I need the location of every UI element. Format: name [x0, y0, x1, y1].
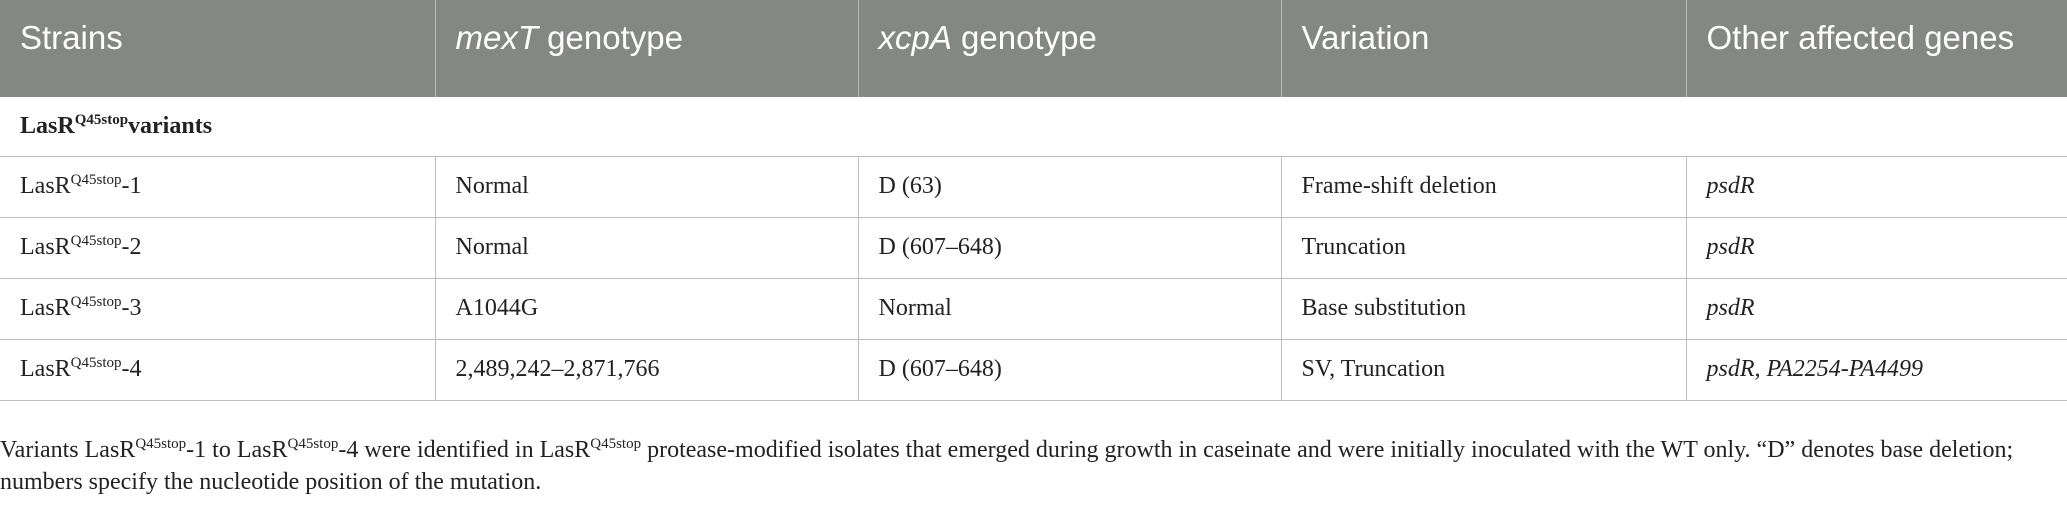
cell-strain: LasRQ45stop-1 [0, 156, 436, 218]
strain-suffix: -3 [121, 295, 142, 321]
cell-strain: LasRQ45stop-3 [0, 278, 436, 340]
table-row: LasRQ45stop-2 Normal D (607–648) Truncat… [0, 217, 2067, 279]
header-mext-gene: mexT [455, 19, 539, 56]
cell-strain: LasRQ45stop-4 [0, 339, 436, 401]
cell-strain: LasRQ45stop-2 [0, 217, 436, 279]
header-other-affected-genes: Other affected genes [1686, 0, 2067, 97]
header-strains-text: Strains [20, 19, 123, 56]
header-xcpa-gene: xcpA [878, 19, 952, 56]
footnote-text: Variants LasRQ45stop-1 to LasRQ45stop-4 … [0, 434, 2060, 498]
footnote-part: -4 were identified in LasR [338, 437, 591, 463]
table-row: LasRQ45stop-1 Normal D (63) Frame-shift … [0, 156, 2067, 218]
footnote-part: Variants LasR [0, 437, 136, 463]
cell-mext: Normal [434, 156, 859, 218]
strain-base: LasR [20, 356, 71, 382]
cell-variation: Base substitution [1280, 278, 1687, 340]
cell-xcpa: Normal [857, 278, 1282, 340]
cell-xcpa: D (63) [857, 156, 1282, 218]
header-mext-text: genotype [538, 19, 683, 56]
strain-suffix: -2 [121, 234, 142, 260]
footnote-sup: Q45stop [287, 436, 339, 452]
header-variation: Variation [1281, 0, 1687, 97]
strain-base: LasR [20, 173, 71, 199]
header-strains: Strains [0, 0, 436, 97]
cell-mext: A1044G [434, 278, 859, 340]
section-row: LasRQ45stopvariants [0, 97, 2067, 157]
table-footnote: Variants LasRQ45stop-1 to LasRQ45stop-4 … [0, 434, 2060, 498]
cell-variation: Frame-shift deletion [1280, 156, 1687, 218]
cell-variation: Truncation [1280, 217, 1687, 279]
strain-sup: Q45stop [70, 355, 122, 371]
cell-mext: Normal [434, 217, 859, 279]
section-label-sup: Q45stop [74, 111, 129, 128]
cell-xcpa: D (607–648) [857, 339, 1282, 401]
header-xcpa-genotype: xcpA genotype [858, 0, 1282, 97]
header-row: Strains mexT genotype xcpA genotype Vari… [0, 0, 2067, 97]
cell-other-genes: psdR [1685, 217, 2067, 279]
cell-other-genes: psdR, PA2254-PA4499 [1685, 339, 2067, 401]
strain-variants-table: Strains mexT genotype xcpA genotype Vari… [0, 0, 2067, 401]
cell-other-genes: psdR [1685, 156, 2067, 218]
strain-base: LasR [20, 295, 71, 321]
cell-other-genes: psdR [1685, 278, 2067, 340]
header-variation-text: Variation [1301, 19, 1430, 56]
footnote-part: protease-modified isolates that emerged … [0, 437, 2014, 495]
strain-sup: Q45stop [70, 172, 122, 188]
cell-xcpa: D (607–648) [857, 217, 1282, 279]
cell-mext: 2,489,242–2,871,766 [434, 339, 859, 401]
header-mext-genotype: mexT genotype [435, 0, 859, 97]
strain-sup: Q45stop [70, 233, 122, 249]
footnote-sup: Q45stop [135, 436, 187, 452]
section-label: LasRQ45stopvariants [0, 97, 2067, 157]
table-row: LasRQ45stop-4 2,489,242–2,871,766 D (607… [0, 339, 2067, 401]
cell-variation: SV, Truncation [1280, 339, 1687, 401]
footnote-sup: Q45stop [590, 436, 642, 452]
table-row: LasRQ45stop-3 A1044G Normal Base substit… [0, 278, 2067, 340]
footnote-part: -1 to LasR [186, 437, 288, 463]
header-other-text: Other affected genes [1706, 19, 2015, 56]
header-xcpa-text: genotype [951, 19, 1097, 56]
strain-base: LasR [20, 234, 71, 260]
strain-suffix: -4 [121, 356, 142, 382]
section-label-base: LasR [20, 112, 75, 139]
strain-suffix: -1 [121, 173, 142, 199]
section-label-suffix: variants [128, 112, 213, 139]
strain-sup: Q45stop [70, 294, 122, 310]
data-table-container: Strains mexT genotype xcpA genotype Vari… [0, 0, 2067, 401]
